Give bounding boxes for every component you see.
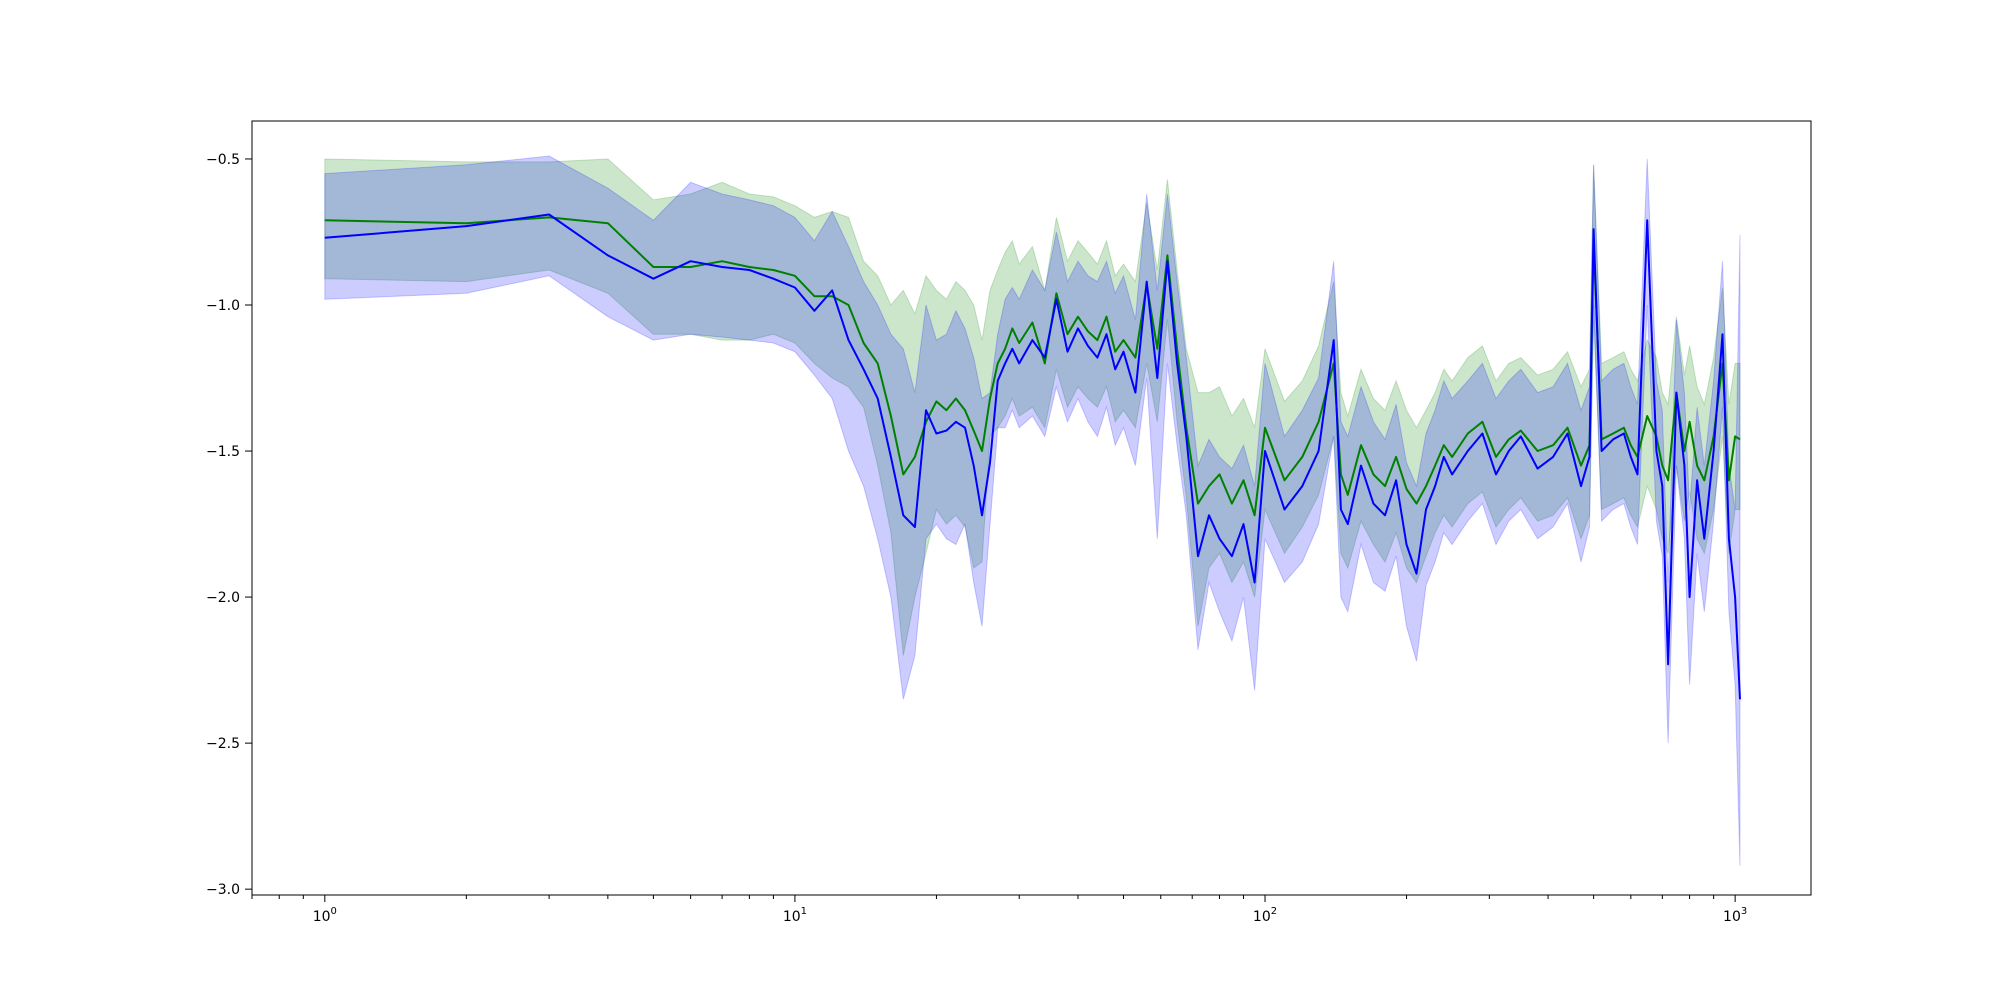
series-1-band xyxy=(324,155,1741,866)
series-0-line xyxy=(324,216,1741,517)
plot-area-frame xyxy=(251,120,1812,896)
x-tick-label: 100 xyxy=(313,906,337,925)
series-0-band xyxy=(324,158,1741,656)
y-tick-label: −0.5 xyxy=(206,152,240,168)
x-axis: 100 101 102 103 xyxy=(251,895,1747,925)
y-axis: −0.5 −1.0 −1.5 −2.0 −2.5 −3.0 xyxy=(206,152,252,898)
series-lines xyxy=(324,213,1741,700)
y-tick-label: −1.0 xyxy=(206,298,240,314)
series-1-line xyxy=(324,213,1741,700)
y-tick-label: −3.0 xyxy=(206,882,240,898)
confidence-bands xyxy=(324,155,1741,866)
x-tick-label: 101 xyxy=(783,906,807,925)
y-tick-label: −1.5 xyxy=(206,444,240,460)
y-tick-label: −2.5 xyxy=(206,736,240,752)
y-tick-label: −2.0 xyxy=(206,590,240,606)
x-tick-label: 103 xyxy=(1723,906,1747,925)
x-tick-label: 102 xyxy=(1253,906,1277,925)
